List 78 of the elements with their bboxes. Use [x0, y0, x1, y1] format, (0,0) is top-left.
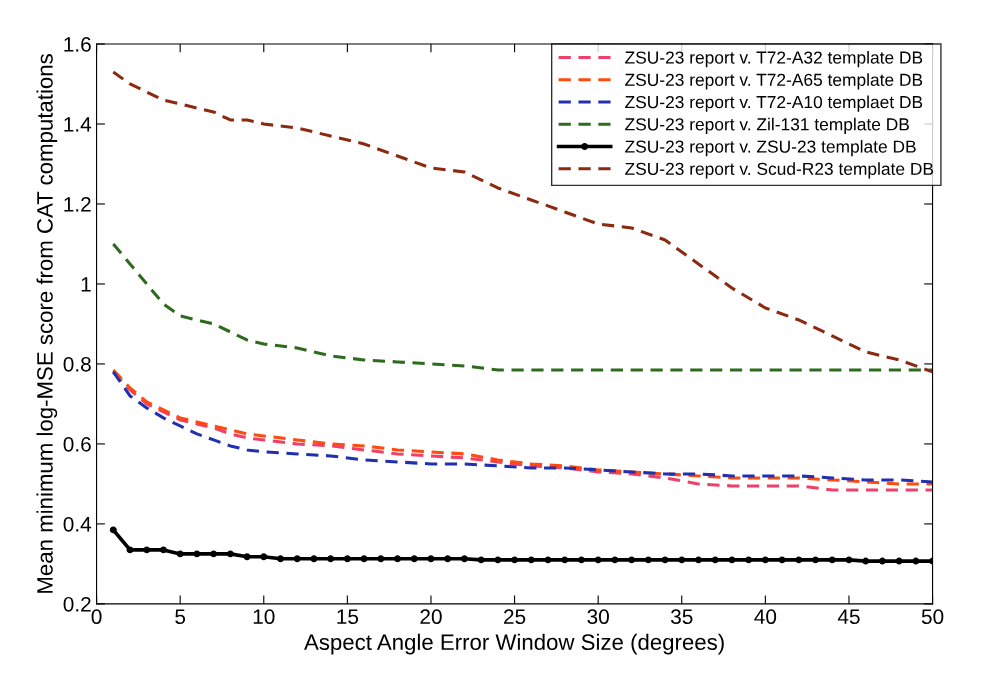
point — [143, 546, 151, 554]
legend-label: ZSU-23 report v. ZSU-23 template DB — [625, 139, 916, 157]
x-tick-label: 0 — [91, 609, 102, 625]
point — [109, 526, 117, 534]
point — [444, 555, 452, 563]
line-series — [111, 242, 933, 372]
y-tick-label: 1.2 — [64, 196, 91, 212]
x-tick-label: 10 — [253, 609, 275, 625]
point — [711, 556, 719, 564]
point — [577, 556, 585, 564]
point — [695, 556, 702, 564]
x-tick-label: 20 — [420, 609, 442, 625]
point — [226, 550, 234, 558]
point — [159, 546, 167, 554]
point — [611, 556, 619, 564]
point — [895, 557, 903, 565]
point — [210, 550, 218, 558]
point — [828, 556, 836, 564]
y-tick-label: 0.6 — [63, 436, 91, 452]
legend-label: ZSU-23 report v. T72-A32 template DB — [625, 50, 923, 68]
legend-label: ZSU-23 report v. T72-A10 templaet DB — [625, 95, 923, 112]
point — [527, 556, 535, 564]
point — [460, 555, 468, 563]
point — [394, 555, 402, 563]
point — [628, 556, 636, 564]
point — [410, 555, 418, 563]
point — [845, 556, 853, 564]
y-tick-label: 1.6 — [64, 37, 91, 52]
y-tick-label: 0.8 — [63, 356, 91, 372]
point — [862, 557, 870, 565]
x-tick-label: 15 — [337, 609, 359, 625]
x-tick-label: 45 — [837, 609, 860, 625]
point — [511, 556, 519, 564]
point — [477, 556, 485, 564]
point — [778, 556, 786, 564]
point — [661, 556, 669, 564]
point — [176, 550, 184, 558]
y-tick-label: 0.4 — [63, 516, 92, 532]
point — [360, 555, 368, 563]
point — [644, 556, 652, 564]
y-axis-title: Mean minimum log-MSE score from CAT computations — [36, 54, 58, 593]
x-tick-label: 40 — [754, 609, 777, 625]
point — [277, 555, 284, 563]
x-axis-title: Aspect Angle Error Window Size (degrees) — [304, 633, 724, 655]
y-tick-label: 0.2 — [63, 596, 91, 612]
point — [310, 555, 318, 563]
point — [327, 555, 335, 563]
legend-label: ZSU-23 report v. Scud-R23 template DB — [625, 162, 934, 179]
point — [193, 550, 201, 558]
point — [243, 553, 251, 561]
y-tick-label: 1.4 — [64, 117, 92, 132]
point — [377, 555, 385, 563]
point — [427, 555, 435, 563]
point — [544, 556, 552, 564]
x-tick-label: 50 — [921, 609, 944, 625]
point — [594, 556, 602, 564]
x-tick-label: 25 — [504, 609, 526, 625]
x-tick-label: 5 — [175, 609, 186, 625]
point — [812, 556, 819, 564]
point — [260, 553, 268, 561]
point — [343, 555, 351, 563]
line-series — [111, 70, 933, 374]
point — [795, 556, 803, 564]
point — [745, 556, 753, 564]
point — [126, 546, 134, 554]
legend-label: ZSU-23 report v. Zil-131 template DB — [625, 117, 909, 134]
point — [561, 556, 569, 564]
y-tick-label: 1 — [81, 277, 91, 292]
legend-label: ZSU-23 report v. T72-A65 template DB — [625, 73, 923, 90]
point — [761, 556, 769, 564]
x-tick-label: 30 — [587, 609, 609, 625]
point — [878, 557, 886, 565]
point — [728, 556, 736, 564]
point — [912, 557, 920, 565]
point — [494, 556, 502, 564]
point — [293, 555, 301, 563]
point — [678, 556, 686, 564]
x-tick-label: 35 — [670, 609, 693, 625]
